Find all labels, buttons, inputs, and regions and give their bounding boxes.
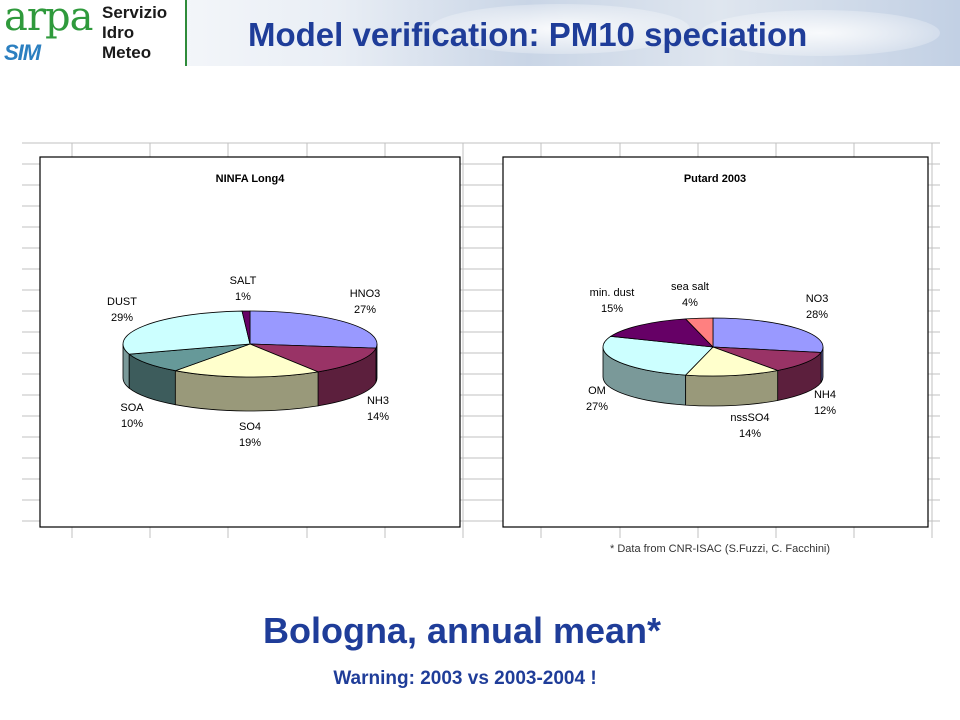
slice-label-sea-salt: sea salt (671, 281, 709, 293)
slice-pct-nh4: 12% (814, 405, 836, 417)
pie-slice-om (602, 335, 714, 376)
chart-panel-ninfa: NINFA Long4 HNO3 27% NH3 14% SO4 19% SOA 10% DUS… (39, 156, 461, 528)
warning-note: Warning: 2003 vs 2003-2004 ! (333, 668, 597, 689)
slice-pct-soa: 10% (121, 418, 143, 430)
slice-pct-min-dust: 15% (601, 303, 623, 315)
slice-label-min-dust: min. dust (590, 287, 635, 299)
pie-slice-dust (122, 310, 251, 355)
slice-label-nssso4: nssSO4 (730, 412, 769, 424)
pie-slice-nssso4 (684, 346, 780, 377)
slice-label-nh4: NH4 (814, 389, 836, 401)
logo-line-servizio: Servizio (102, 3, 168, 22)
cloud-decoration (700, 10, 940, 56)
logo-line-meteo: Meteo (102, 43, 152, 62)
pie-slice-nh4 (712, 346, 822, 371)
pie-chart-ninfa: HNO3 27% NH3 14% SO4 19% SOA 10% DUST 29% SALT 1% (107, 275, 389, 449)
pie-slice-nh3 (249, 343, 377, 373)
logo-arpa-text: arpa (4, 0, 93, 40)
cloud-decoration (430, 4, 690, 54)
subtitle: Bologna, annual mean* (262, 610, 662, 651)
data-source-footnote: * Data from CNR-ISAC (S.Fuzzi, C. Facchi… (610, 543, 831, 555)
chart-title: NINFA Long4 (216, 173, 286, 185)
pie-slice-no3 (712, 317, 824, 353)
slice-pct-so4: 19% (239, 437, 261, 449)
pie-slice-sea-salt (684, 317, 714, 348)
slice-pct-no3: 28% (806, 309, 828, 321)
page-title: Model verification: PM10 speciation (248, 16, 808, 53)
slice-label-soa: SOA (120, 402, 144, 414)
logo-line-idro: Idro (102, 23, 135, 42)
slice-label-no3: NO3 (806, 293, 829, 305)
slice-label-nh3: NH3 (367, 395, 389, 407)
pie-slice-so4 (173, 343, 320, 378)
pie-chart-putard: NO3 28% NH4 12% nssSO4 14% OM 27% min. dust 15% se… (586, 281, 836, 440)
pie-slice-soa (128, 343, 251, 372)
warning-wrapper: Warning: 2003 vs 2003-2004 ! (0, 668, 960, 690)
slice-pct-hno3: 27% (354, 304, 376, 316)
slice-label-om: OM (588, 385, 606, 397)
slice-label-dust: DUST (107, 296, 137, 308)
slice-label-hno3: HNO3 (350, 288, 381, 300)
slice-pct-nssso4: 14% (739, 428, 761, 440)
slice-pct-om: 27% (586, 401, 608, 413)
pie-slice-min-dust (609, 318, 715, 348)
slice-pct-salt: 1% (235, 291, 251, 303)
chart-panel-putard: Putard 2003 NO3 28% NH4 12% nssSO4 14% OM 27% mi… (502, 156, 929, 528)
slice-label-salt: SALT (230, 275, 257, 287)
slice-pct-nh3: 14% (367, 411, 389, 423)
slice-pct-dust: 29% (111, 312, 133, 324)
chart-title: Putard 2003 (684, 173, 746, 185)
pie-slice-hno3 (249, 310, 378, 349)
subtitle-wrapper: Bologna, annual mean* (0, 610, 960, 652)
slice-pct-sea-salt: 4% (682, 297, 698, 309)
slice-label-so4: SO4 (239, 421, 261, 433)
pie-slice-salt (241, 310, 251, 345)
header-banner: arpa SIM Servizio Idro Meteo Model verif… (0, 0, 960, 66)
logo-sim-text: SIM (4, 40, 41, 65)
arpa-logo: arpa SIM Servizio Idro Meteo (0, 0, 187, 66)
